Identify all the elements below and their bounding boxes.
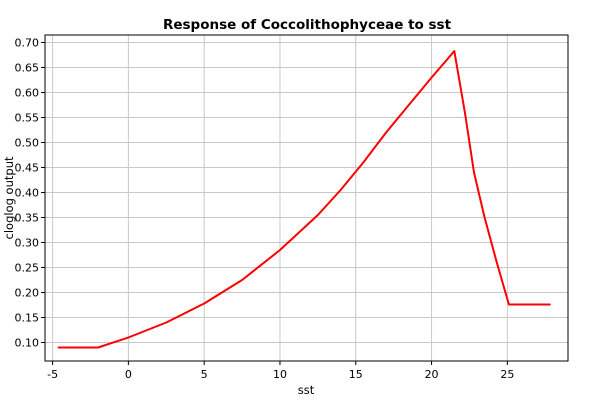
x-axis-label: sst [298,383,315,397]
y-tick-label: 0.20 [15,287,40,300]
y-tick-label: 0.70 [15,37,40,50]
x-tick-label: -5 [47,368,58,381]
y-tick-label: 0.30 [15,237,40,250]
series-layer [57,50,551,349]
chart-title: Response of Coccolithophyceae to sst [163,17,452,33]
series-line [57,50,551,349]
y-tick-label: 0.40 [15,187,40,200]
y-tick-label: 0.10 [15,337,40,350]
x-tick-label: 20 [425,368,439,381]
y-tick-label: 0.65 [15,62,40,75]
y-tick-label: 0.15 [15,312,40,325]
y-axis: 0.10 0.15 0.20 0.25 0.30 0.35 0.40 0.45 0.50 0.55… [15,37,45,350]
x-tick-label: 25 [500,368,514,381]
x-tick-label: 15 [349,368,363,381]
x-tick-label: 5 [201,368,208,381]
grid-lines [45,35,568,361]
x-axis: -5 0 5 10 15 20 25 [47,361,514,381]
y-tick-label: 0.45 [15,162,40,175]
y-tick-label: 0.25 [15,262,40,275]
y-tick-label: 0.35 [15,212,40,225]
y-tick-label: 0.50 [15,137,40,150]
y-tick-label: 0.60 [15,87,40,100]
y-axis-label: cloglog output [2,156,16,239]
x-tick-label: 10 [273,368,287,381]
y-tick-label: 0.55 [15,112,40,125]
x-tick-label: 0 [125,368,132,381]
plot-frame [44,34,569,362]
